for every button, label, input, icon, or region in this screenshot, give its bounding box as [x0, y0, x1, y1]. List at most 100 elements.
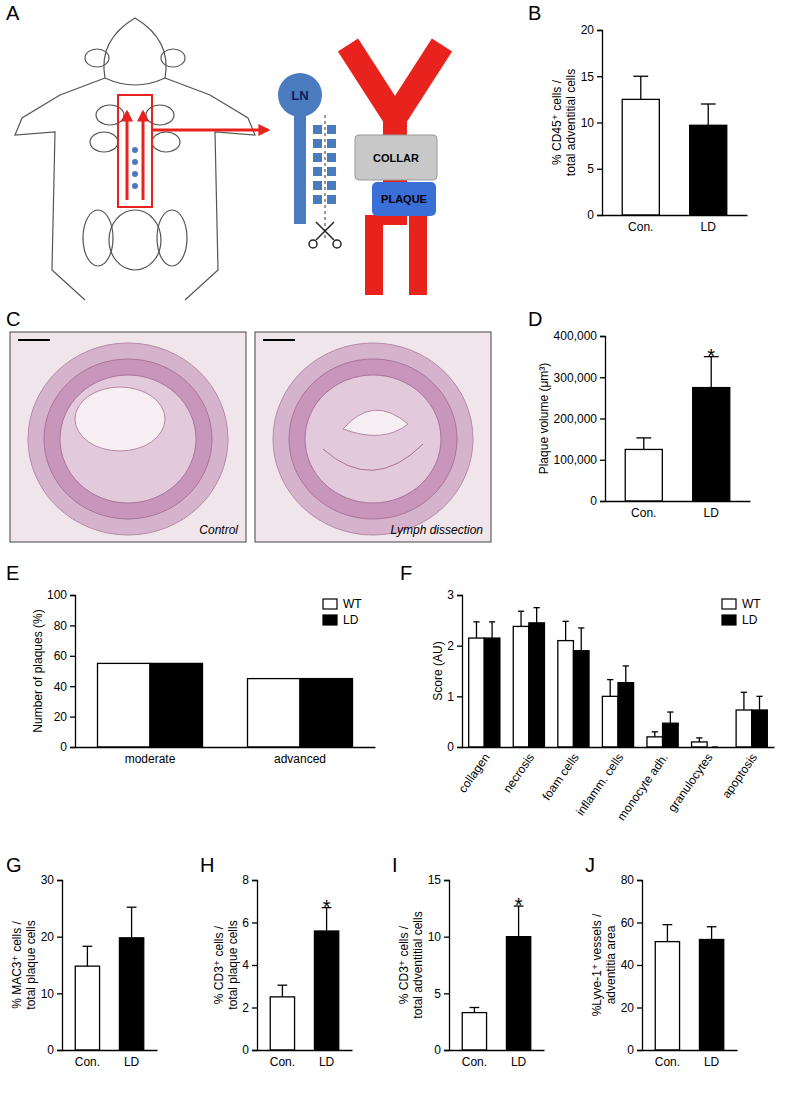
- micrograph-frame: [255, 332, 491, 542]
- gland: [96, 105, 124, 125]
- error-bar-cap: [518, 611, 524, 612]
- lung: [157, 210, 187, 266]
- x-tick-label: Con.: [655, 1055, 680, 1069]
- panel-label: B: [528, 2, 541, 24]
- error-bar: [696, 738, 702, 742]
- x-tick: foam cells: [539, 747, 581, 803]
- lymph-node-dot: [132, 159, 138, 165]
- y-tick-label: 100,000: [554, 453, 598, 467]
- plot-marks: [98, 663, 353, 747]
- scissors-handle: [309, 240, 317, 248]
- y-axis-title: % CD3⁺ cells /: [397, 925, 411, 1004]
- x-tick: collagen: [456, 747, 493, 795]
- y-tick-mark: [637, 880, 642, 881]
- y-tick-mark: [57, 1050, 62, 1051]
- x-tick: LD: [704, 1050, 720, 1069]
- x-axis-line: [643, 1050, 738, 1051]
- bar: [150, 663, 203, 747]
- heart: [109, 210, 161, 270]
- bar: [248, 679, 301, 747]
- legend-swatch: [722, 599, 736, 609]
- error-bar: [278, 985, 288, 997]
- error-bar-cap: [756, 696, 762, 697]
- x-tick: inflamm. cells: [573, 747, 626, 818]
- error-bar-cap: [667, 711, 673, 712]
- y-tick-mark: [457, 747, 462, 748]
- y-axis: 05101520: [581, 23, 603, 222]
- y-tick-mark: [597, 76, 602, 77]
- y-axis-line: [57, 881, 63, 1051]
- y-tick: 80: [621, 873, 642, 887]
- bar: [752, 710, 768, 747]
- x-axis: Con.LD: [63, 1050, 158, 1069]
- error-bar-stem: [667, 925, 668, 942]
- x-tick: LD: [701, 215, 717, 234]
- panel-c: CControlLymph dissection: [6, 308, 491, 542]
- error-bar-cap: [563, 621, 569, 622]
- y-tick-label: 8: [242, 873, 249, 887]
- lumen: [343, 410, 408, 435]
- x-tick: Con.: [631, 501, 656, 520]
- y-tick-label: 0: [590, 494, 597, 508]
- x-axis: moderateadvanced: [76, 747, 376, 766]
- y-tick-mark: [252, 965, 257, 966]
- bar: [622, 99, 659, 215]
- error-bar-cap: [278, 985, 288, 986]
- panel-j: J020406080Con.LD%Lyve-1⁺ vessels /advent…: [585, 854, 738, 1069]
- error-bar-cap: [696, 737, 702, 738]
- y-tick-label: 15: [581, 70, 595, 84]
- x-axis: Con.LD: [258, 1050, 353, 1069]
- y-tick-label: 0: [587, 208, 594, 222]
- y-tick-label: 0: [242, 1043, 249, 1057]
- ln-node: [278, 73, 322, 117]
- error-bar-cap: [534, 607, 540, 608]
- lymph-vessel-square: [327, 125, 336, 134]
- legend-swatch: [323, 615, 337, 625]
- y-tick: 300,000: [554, 371, 605, 385]
- mouse-ear: [161, 49, 185, 67]
- y-tick-mark: [57, 880, 62, 881]
- y-axis-title: total plaque cells: [24, 920, 38, 1009]
- micrograph: Lymph dissection: [255, 332, 491, 542]
- plot-marks: [75, 907, 143, 1050]
- y-tick-mark: [457, 696, 462, 697]
- red-arrow: [126, 112, 129, 200]
- x-tick: LD: [124, 1050, 140, 1069]
- y-axis: 0102030: [41, 873, 63, 1057]
- scale-bar: [18, 339, 50, 341]
- bar: [119, 938, 143, 1050]
- bar: [693, 388, 730, 501]
- y-tick-label: 40: [54, 680, 68, 694]
- x-tick-label: Con.: [631, 506, 656, 520]
- y-tick-label: 6: [242, 916, 249, 930]
- plot-marks: [622, 76, 727, 215]
- intima: [60, 375, 196, 503]
- panel-d: D0100,000200,000300,000400,000Con.LDPlaq…: [528, 308, 751, 520]
- x-tick-label: LD: [704, 1055, 720, 1069]
- bar: [484, 638, 500, 747]
- bar: [655, 942, 679, 1050]
- bar: [573, 651, 589, 747]
- y-tick: 1: [447, 690, 462, 704]
- y-tick: 40: [621, 958, 642, 972]
- ln-stem: [294, 112, 306, 224]
- y-tick-mark: [597, 215, 602, 216]
- x-tick-label: apoptosis: [719, 751, 760, 801]
- y-tick-label: 300,000: [554, 371, 598, 385]
- y-axis-line: [637, 881, 643, 1051]
- collar: [355, 135, 437, 180]
- plaque-label: PLAQUE: [381, 193, 427, 205]
- scissors-handle: [333, 240, 341, 248]
- y-tick-mark: [444, 937, 449, 938]
- panel-label: G: [6, 854, 22, 876]
- y-tick-mark: [444, 993, 449, 994]
- y-tick-mark: [57, 937, 62, 938]
- y-axis: 0100,000200,000300,000400,000: [554, 329, 606, 508]
- y-tick-mark: [252, 922, 257, 923]
- y-tick-label: 20: [54, 710, 68, 724]
- legend: WTLD: [323, 597, 362, 627]
- x-tick-label: monocyte adh.: [614, 751, 671, 824]
- y-tick-mark: [600, 501, 605, 502]
- error-bar: [636, 438, 651, 450]
- y-tick: 20: [41, 930, 62, 944]
